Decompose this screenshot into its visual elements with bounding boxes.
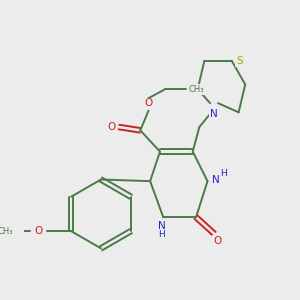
Text: S: S (236, 56, 243, 66)
Text: O: O (144, 98, 153, 108)
Text: O: O (34, 226, 43, 236)
Text: O: O (108, 122, 116, 132)
Text: N: N (158, 221, 166, 231)
Text: H: H (220, 169, 226, 178)
Text: H: H (158, 230, 165, 239)
Text: N: N (212, 175, 220, 184)
Text: CH₃: CH₃ (0, 226, 13, 236)
Text: N: N (210, 109, 218, 119)
Text: CH₃: CH₃ (188, 85, 204, 94)
Text: O: O (213, 236, 221, 246)
